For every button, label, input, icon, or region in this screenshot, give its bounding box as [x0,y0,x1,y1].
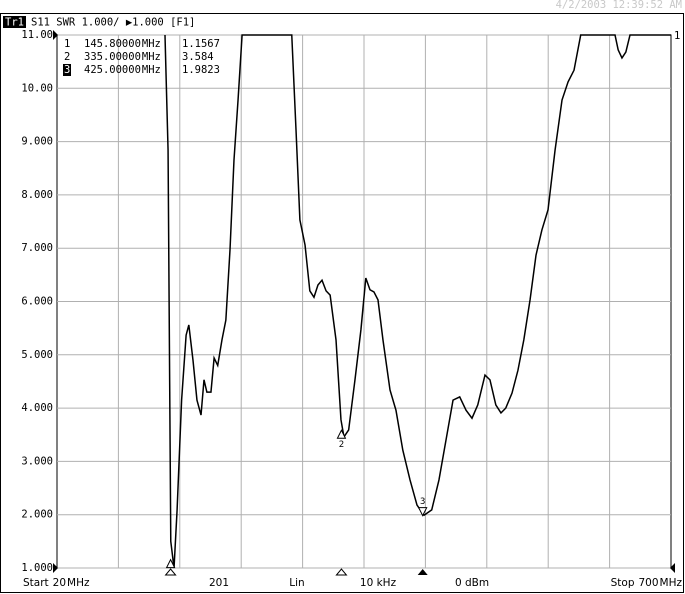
y-tick-label: 7.000 [21,242,53,254]
trace [164,34,671,569]
marker-frequency: 145.80000 [84,38,141,50]
stop-word: Stop [611,577,635,589]
start-unit: MHz [67,577,90,589]
marker-readout: 335.00000MHz [84,51,161,63]
start-value: 20 [53,577,66,589]
y-tick-label: 11.00 [21,29,53,41]
marker-axis-triangle [417,569,428,575]
y-tick-label: 10.00 [21,82,53,94]
y-tick-label: 6.000 [21,296,53,308]
trace-badge [3,16,26,28]
marker-triangle [165,558,176,569]
header: S11 SWR 1.000/ ▶1.000 [F1] [31,17,195,29]
y-tick-label: 9.000 [21,136,53,148]
footer-item: Lin [289,577,304,589]
timestamp: 4/2/2003 12:39:52 AM [556,0,682,11]
marker-frequency: 335.00000 [84,51,141,63]
stop-label: Stop 700MHz [611,577,683,589]
marker-swr: 1.1567 [182,38,220,50]
right-arrow [670,563,675,573]
marker-id: 1 [64,38,70,50]
marker-readout: 145.80000MHz [84,38,161,50]
stop-value: 700 [638,577,658,589]
left-arrow [53,563,58,573]
marker-swr: 1.9823 [182,64,220,76]
y-tick-label: 4.000 [21,402,53,414]
marker-unit: MHz [142,64,161,76]
ref-marker: 1 [674,30,680,42]
footer-item: 10 kHz [360,577,397,589]
y-tick-label: 1.000 [21,562,53,574]
marker-unit: MHz [142,38,161,50]
frame [0,13,684,593]
marker-id: 3 [64,64,70,76]
marker-axis-triangle [335,568,348,576]
marker-tag: 3 [420,497,425,507]
footer-item: 0 dBm [455,577,489,589]
marker-unit: MHz [142,51,161,63]
footer-item: 201 [209,577,229,589]
marker-axis-triangle [164,568,177,576]
trace-label: Tr1 [5,17,24,29]
stop-unit: MHz [660,577,683,589]
marker-frequency: 425.00000 [84,64,141,76]
y-tick-label: 5.000 [21,349,53,361]
marker-swr: 3.584 [182,51,214,63]
top-left-arrow [53,30,58,40]
start-label: Start 20MHz [23,577,90,589]
y-tick-label: 8.000 [21,189,53,201]
marker-triangle [417,507,428,517]
y-tick-label: 2.000 [21,509,53,521]
marker-tag: 2 [339,440,344,450]
marker-readout: 425.00000MHz [84,64,161,76]
active-marker-box [63,64,71,76]
marker-triangle [336,429,347,439]
start-word: Start [23,577,49,589]
marker-id: 2 [64,51,70,63]
y-tick-label: 3.000 [21,455,53,467]
